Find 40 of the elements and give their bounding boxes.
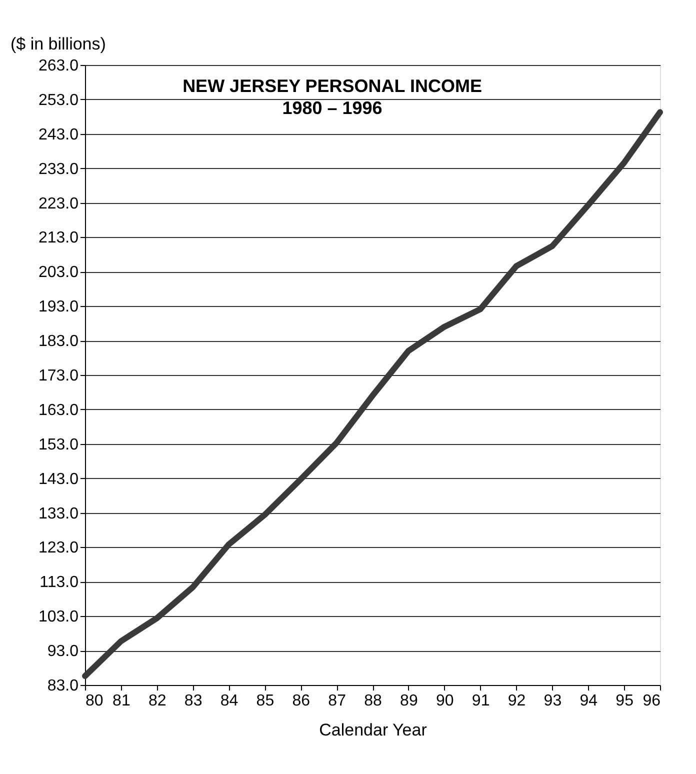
y-tick-label: 253.0 (38, 92, 79, 109)
x-tick-label: 87 (328, 692, 346, 710)
y-tick-label: 203.0 (38, 264, 79, 282)
text: NEW JERSEY PERSONAL INCOME (182, 76, 482, 96)
y-tick-label: 173.0 (38, 368, 79, 384)
x-tick-label: 93 (544, 692, 562, 710)
y-tick-label: 233.0 (38, 160, 79, 178)
y-tick-label: 223.0 (38, 195, 79, 212)
y-tick-label: 213.0 (38, 230, 79, 247)
x-tick-label: 92 (508, 692, 526, 710)
x-tick-label: 95 (616, 692, 634, 710)
y-tick-label: 263.0 (38, 58, 79, 74)
x-tick-label: 86 (292, 692, 310, 710)
x-tick-label: 85 (256, 692, 274, 710)
y-tick-label: 133.0 (38, 505, 79, 522)
x-tick-label: 94 (580, 692, 598, 710)
y-tick-label: 193.0 (38, 298, 79, 316)
x-axis-title: Calendar Year (319, 720, 428, 740)
x-tick-label: 82 (148, 692, 166, 710)
y-tick-label: 163.0 (38, 402, 79, 419)
x-tick-label: 80 (86, 692, 104, 710)
x-tick-label: 83 (184, 692, 202, 710)
x-tick-label: 88 (364, 692, 382, 710)
x-tick-label: 81 (112, 692, 130, 710)
y-tick-label: 243.0 (38, 126, 79, 144)
x-tick-label: 84 (220, 692, 238, 710)
y-tick-label: 103.0 (38, 608, 79, 626)
x-tick-label: 91 (472, 692, 490, 710)
y-tick-label: 113.0 (40, 574, 79, 592)
x-tick-label: 90 (436, 692, 454, 710)
text: 1980 – 1996 (282, 98, 382, 118)
y-tick-label: 183.0 (38, 333, 79, 350)
y-tick-label: 123.0 (38, 540, 79, 557)
y-tick-label: 143.0 (38, 470, 79, 488)
x-tick-label: 96 (642, 692, 661, 710)
x-tick-label: 89 (400, 692, 418, 710)
y-axis-title: ($ in billions) (10, 34, 106, 54)
y-tick-label: 93.0 (47, 643, 79, 660)
y-tick-label: 83.0 (47, 678, 79, 694)
y-tick-label: 153.0 (38, 436, 79, 454)
